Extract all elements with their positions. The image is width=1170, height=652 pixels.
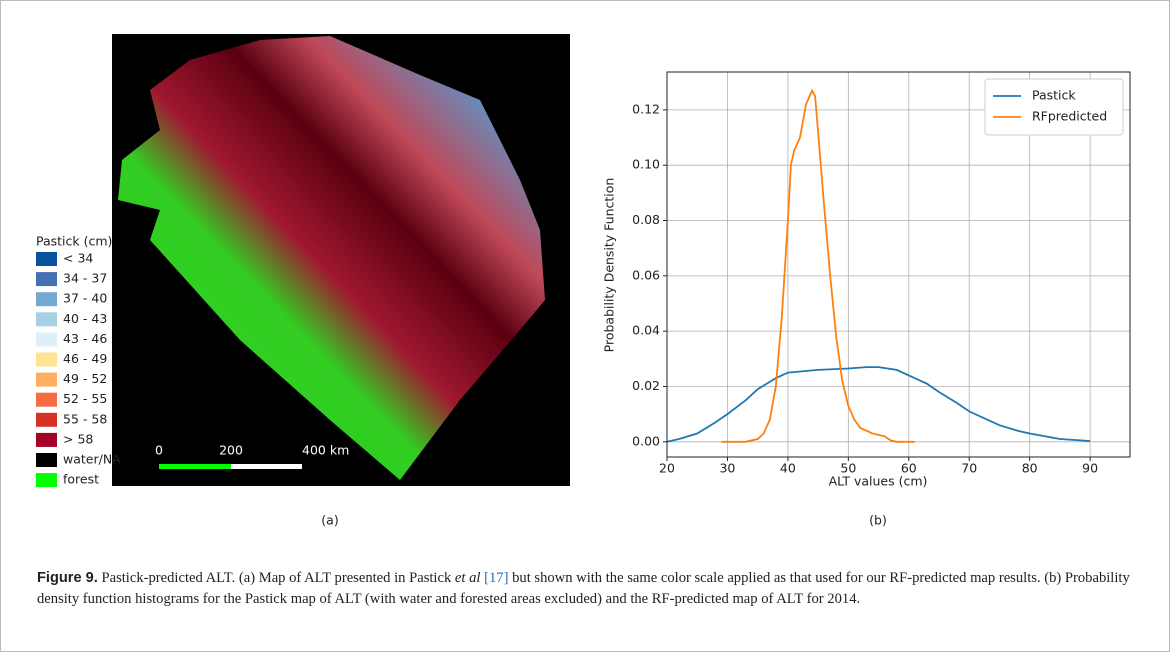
y-tick-label: 0.06 (632, 267, 660, 282)
x-tick-label: 80 (1022, 461, 1038, 476)
citation[interactable]: [17] (484, 570, 509, 586)
line (721, 88, 915, 443)
legend-label: water/NA (63, 452, 121, 467)
y-axis-label: Probability Density Function (602, 178, 617, 353)
legend-label: 37 - 40 (63, 291, 107, 306)
line (666, 366, 1091, 443)
legend-label: 46 - 49 (63, 351, 107, 366)
caption-text: Pastick-predicted ALT. (a) Map of ALT pr… (101, 570, 452, 586)
legend-swatch (36, 312, 57, 327)
legend-swatch (36, 332, 57, 347)
x-tick-label: 70 (961, 461, 977, 476)
caption: Figure 9. Pastick-predicted ALT. (a) Map… (37, 568, 1137, 610)
legend-swatch (36, 252, 57, 266)
legend-label: < 34 (63, 251, 93, 266)
legend-label: > 58 (63, 431, 93, 446)
legend-label: 55 - 58 (63, 411, 107, 426)
legend-label: RFpredicted (1032, 109, 1107, 124)
map-land (118, 36, 545, 480)
legend-swatch (36, 392, 57, 407)
x-tick-label: 40 (780, 461, 796, 476)
legend-label: 43 - 46 (63, 331, 107, 346)
x-tick-label: 50 (840, 461, 856, 476)
legend-swatch (36, 272, 57, 287)
y-tick-label: 0.02 (632, 378, 660, 393)
y-tick-label: 0.08 (632, 212, 660, 227)
legend-label: 34 - 37 (63, 271, 107, 286)
scale-label: 200 (219, 443, 243, 458)
legend-swatch (36, 292, 57, 307)
x-tick-label: 90 (1082, 461, 1098, 476)
panel-label: (a) (321, 513, 338, 528)
legend-label: Pastick (1032, 88, 1076, 103)
figure: Pastick (cm) (a) (b) Probability Density… (36, 34, 1131, 528)
legend-swatch (36, 352, 57, 367)
legend-label: forest (63, 472, 99, 487)
legend-label: 49 - 52 (63, 371, 107, 386)
y-tick-label: 0.10 (632, 157, 660, 172)
legend-swatch (36, 372, 57, 387)
axes-frame (666, 71, 1131, 458)
panel-label: (b) (869, 513, 887, 528)
map-legend-title: Pastick (cm) (36, 234, 112, 249)
y-tick-label: 0.00 (632, 433, 660, 448)
legend-swatch (36, 432, 57, 447)
legend-label: 52 - 55 (63, 391, 107, 406)
caption-text: but shown with the same color scale appl… (37, 570, 1130, 607)
y-tick-label: 0.04 (632, 323, 660, 338)
legend-box (984, 78, 1124, 136)
scale-label: 0 (155, 443, 163, 458)
legend-swatch (36, 453, 57, 467)
legend-label: 40 - 43 (63, 311, 107, 326)
legend-swatch (36, 412, 57, 427)
y-tick-label: 0.12 (632, 101, 660, 116)
scale-label: 400 km (302, 443, 349, 458)
x-tick-label: 20 (659, 461, 675, 476)
scale-bar (159, 464, 231, 469)
caption-italic: et al (454, 570, 481, 586)
x-axis-label: ALT values (cm) (829, 474, 928, 489)
caption-label: Figure 9. (37, 570, 98, 586)
x-tick-label: 30 (719, 461, 735, 476)
legend-swatch (36, 473, 57, 488)
scale-bar (231, 464, 302, 469)
x-tick-label: 60 (901, 461, 917, 476)
